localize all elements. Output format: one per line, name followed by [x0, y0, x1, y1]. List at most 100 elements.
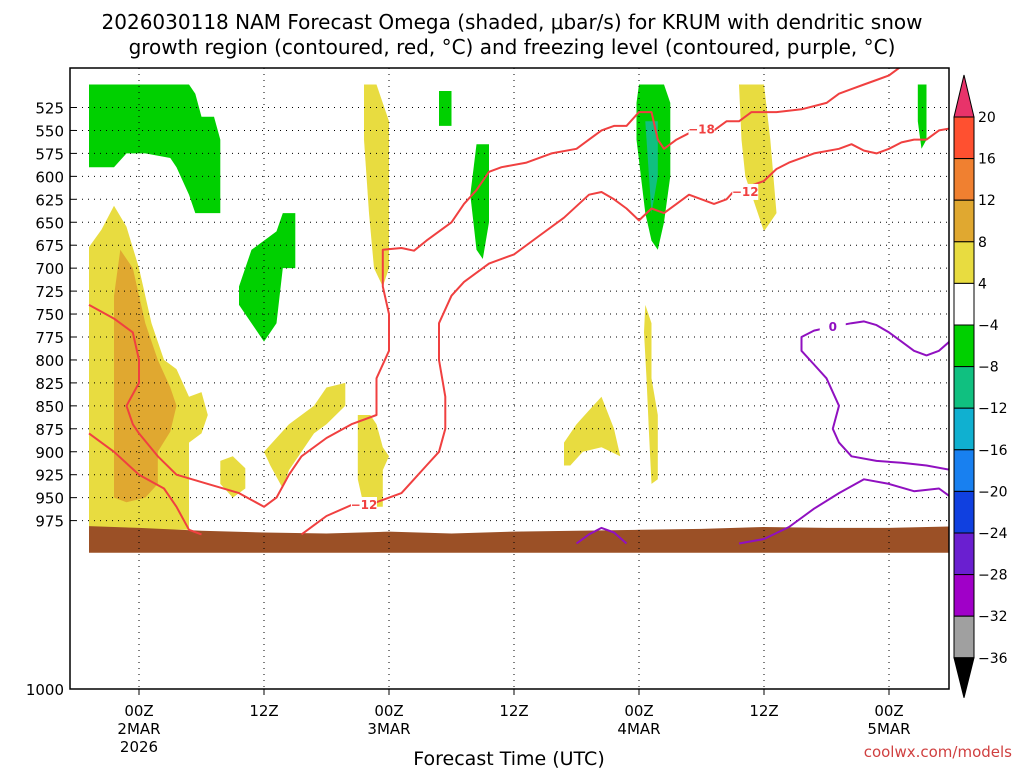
- omega-region-10: [739, 84, 777, 232]
- y-tick-label: 575: [35, 145, 64, 163]
- x-tick-label: 12Z: [249, 702, 278, 720]
- y-tick-label: 625: [35, 191, 64, 209]
- x-tick-label: 00Z: [624, 702, 653, 720]
- colorbar-swatch: [953, 532, 975, 576]
- colorbar: 20 16 12 8 4 −4 −8 −12 −16 −20 −24 −28 −32 −36: [953, 74, 1008, 698]
- contour-label-bg: [351, 496, 377, 513]
- x-tick-label: 00Z: [124, 702, 153, 720]
- y-tick-label: 675: [35, 237, 64, 255]
- contour-label: −12: [351, 498, 378, 512]
- colorbar-label: 12: [978, 193, 996, 209]
- x-axis-label: Forecast Time (UTC): [413, 748, 604, 768]
- colorbar-swatch: [953, 241, 975, 284]
- x-tick-label: 00Z: [874, 702, 903, 720]
- red-contour-2: [300, 127, 949, 536]
- y-tick-label: 925: [35, 467, 64, 485]
- omega-region-11: [264, 382, 346, 489]
- x-tick-label: 2MAR: [117, 720, 160, 738]
- contour-label: −18: [688, 123, 715, 137]
- colorbar-swatch: [953, 158, 975, 201]
- red-contour-0: [88, 68, 901, 508]
- purple-contour-2: [800, 320, 949, 471]
- colorbar-swatch: [953, 199, 975, 243]
- colorbar-cap-top: [953, 74, 975, 118]
- y-tick-label: 550: [35, 122, 64, 140]
- contour-label-bg: [819, 318, 846, 335]
- x-tick-label: 12Z: [499, 702, 528, 720]
- omega-region-15: [644, 304, 658, 484]
- y-tick-label: 750: [35, 306, 64, 324]
- colorbar-label: −28: [978, 568, 1008, 584]
- omega-region-2: [89, 84, 221, 214]
- y-tick-label: 825: [35, 375, 64, 393]
- contour-label: 0: [829, 320, 837, 334]
- red-contour-1: [88, 432, 202, 536]
- y-tick-label: 875: [35, 421, 64, 439]
- colorbar-swatch: [953, 366, 975, 409]
- colorbar-swatch: [953, 116, 975, 160]
- colorbar-swatch: [953, 490, 975, 534]
- omega-region-4: [470, 144, 489, 259]
- ground-terrain: [89, 526, 949, 553]
- omega-shading: [89, 84, 927, 530]
- omega-region-9: [364, 84, 389, 287]
- y-tick-label: 850: [35, 398, 64, 416]
- y-tick-label: 700: [35, 260, 64, 278]
- omega-region-3: [239, 213, 296, 342]
- credit-text: coolwx.com/models: [864, 743, 1012, 761]
- colorbar-label: −20: [978, 484, 1008, 500]
- x-tick-label: 12Z: [749, 702, 778, 720]
- colorbar-label: −36: [978, 651, 1008, 667]
- contour-label-bg: [732, 183, 759, 200]
- colorbar-label: −24: [978, 526, 1008, 542]
- omega-region-5: [439, 91, 452, 126]
- colorbar-label: 8: [978, 235, 987, 251]
- y-tick-label: 725: [35, 283, 64, 301]
- colorbar-label: 20: [978, 110, 996, 126]
- colorbar-swatch: [953, 282, 975, 326]
- omega-region-14: [564, 396, 621, 466]
- y-tick-label: 800: [35, 352, 64, 370]
- x-tick-label: 00Z: [374, 702, 403, 720]
- contours: −18 −12 −12 0: [88, 68, 949, 545]
- chart-title-line-1: 2026030118 NAM Forecast Omega (shaded, μ…: [102, 10, 923, 34]
- colorbar-label: 4: [978, 276, 987, 292]
- purple-contour-0: [738, 478, 949, 545]
- colorbar-swatch: [953, 324, 975, 368]
- colorbar-label: 16: [978, 152, 996, 168]
- y-tick-label: 950: [35, 490, 64, 508]
- purple-contour-1: [575, 526, 628, 545]
- colorbar-label: −16: [978, 443, 1008, 459]
- omega-region-13: [220, 456, 246, 498]
- y-tick-label: 900: [35, 444, 64, 462]
- colorbar-swatch: [953, 615, 975, 659]
- contour-label-bg: [688, 121, 715, 138]
- y-tick-label: 1000: [26, 681, 64, 699]
- contour-label: −12: [732, 185, 759, 199]
- colorbar-label: −12: [978, 401, 1008, 417]
- x-tick-label: 5MAR: [867, 720, 910, 738]
- x-tick-label: 4MAR: [617, 720, 660, 738]
- y-tick-label: 600: [35, 168, 64, 186]
- y-tick-label: 975: [35, 513, 64, 531]
- colorbar-swatch: [953, 449, 975, 492]
- y-tick-label: 650: [35, 214, 64, 232]
- omega-region-1: [114, 249, 177, 503]
- y-tick-label: 525: [35, 100, 64, 118]
- y-tick-label: 775: [35, 329, 64, 347]
- y-axis: 525 550 575 600 625 650 675 700 725 750 775 800 825 8…: [26, 100, 76, 699]
- omega-region-12: [357, 415, 389, 507]
- omega-region-7: [645, 121, 658, 214]
- x-tick-label: 3MAR: [367, 720, 410, 738]
- omega-region-8: [917, 84, 927, 149]
- colorbar-swatch: [953, 407, 975, 451]
- colorbar-label: −8: [978, 360, 999, 376]
- colorbar-label: −4: [978, 318, 999, 334]
- plot-frame: [69, 67, 950, 690]
- chart-title-line-2: growth region (contoured, red, °C) and f…: [129, 35, 896, 59]
- colorbar-cap-bottom: [953, 657, 975, 698]
- ground-fill: [89, 526, 949, 553]
- colorbar-swatch: [953, 574, 975, 617]
